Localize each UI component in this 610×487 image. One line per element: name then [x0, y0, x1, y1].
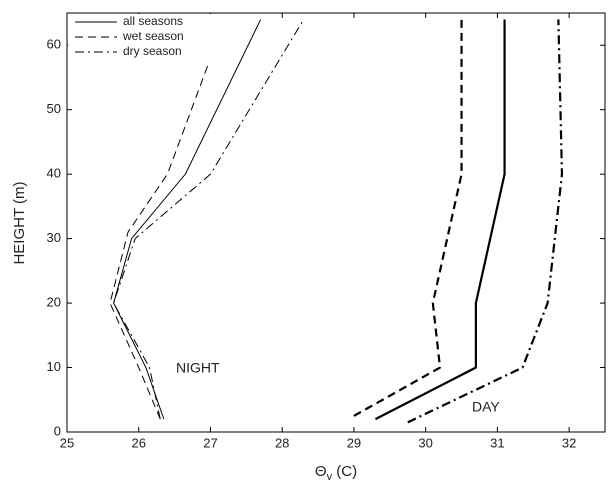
y-tick-label: 30	[47, 230, 61, 245]
y-tick-label: 10	[47, 359, 61, 374]
line-night	[113, 19, 262, 420]
y-tick-label: 0	[54, 423, 61, 438]
x-tick-label: 31	[490, 435, 504, 450]
x-tick-label: 30	[418, 435, 432, 450]
line-night	[113, 19, 305, 420]
x-label-subscript: v	[327, 471, 333, 483]
x-tick-label: 25	[60, 435, 74, 450]
plot-frame	[66, 12, 606, 433]
y-tick-label: 60	[47, 37, 61, 52]
x-tick-label: 26	[131, 435, 145, 450]
x-tick-label: 28	[275, 435, 289, 450]
legend-label: dry season	[123, 44, 182, 58]
line-night	[109, 19, 226, 420]
annotation: NIGHT	[176, 360, 220, 376]
line-day	[407, 19, 564, 424]
x-label-unit: (C)	[336, 463, 357, 480]
x-label-symbol: Θ	[315, 463, 327, 480]
y-tick-label: 20	[47, 295, 61, 310]
legend-label: wet season	[122, 29, 184, 43]
x-tick-label: 29	[347, 435, 361, 450]
annotation: DAY	[472, 399, 500, 415]
line-day	[374, 19, 506, 421]
legend-label: all seasons	[123, 14, 183, 28]
y-tick-label: 50	[47, 101, 61, 116]
y-axis-label: HEIGHT (m)	[11, 181, 28, 264]
y-tick-label: 40	[47, 166, 61, 181]
x-tick-label: 27	[203, 435, 217, 450]
x-axis-label: Θv (C)	[315, 463, 357, 483]
line-day	[353, 19, 463, 417]
x-tick-label: 32	[562, 435, 576, 450]
